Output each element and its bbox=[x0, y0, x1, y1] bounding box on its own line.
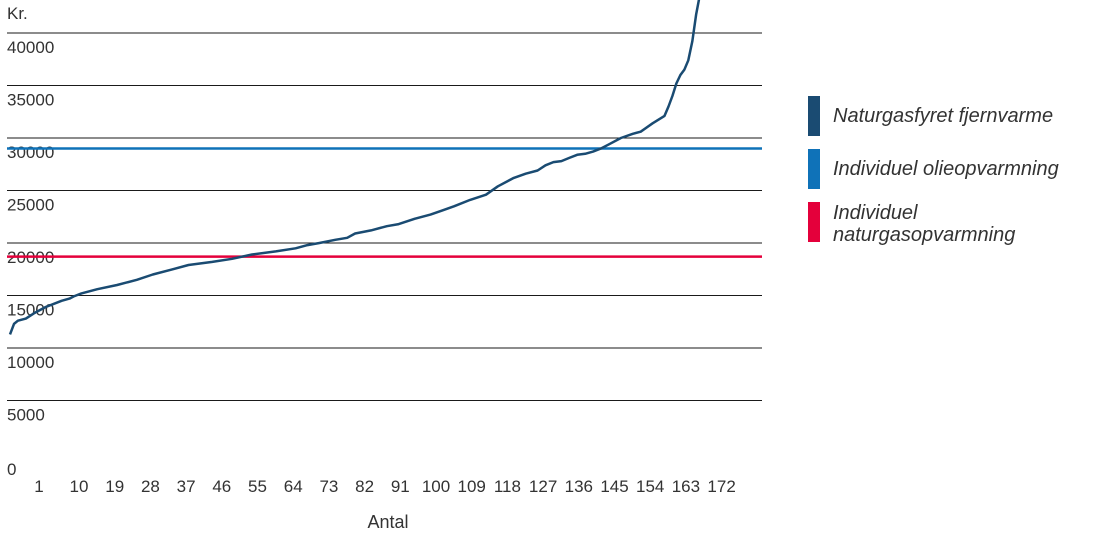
x-tick-label: 37 bbox=[177, 477, 196, 496]
y-axis-unit-label: Kr. bbox=[7, 4, 28, 23]
y-tick-label: 15000 bbox=[7, 301, 54, 320]
y-tick-label: 35000 bbox=[7, 91, 54, 110]
x-tick-label: 1 bbox=[34, 477, 43, 496]
legend-item-individuel-olieopvarmning: Individuel olieopvarmning bbox=[808, 149, 1059, 189]
x-tick-label: 118 bbox=[494, 477, 521, 496]
x-axis-label: Antal bbox=[367, 512, 408, 532]
y-tick-label: 10000 bbox=[7, 353, 54, 372]
x-tick-label: 136 bbox=[565, 477, 593, 496]
legend-label: Naturgasfyret fjernvarme bbox=[833, 105, 1054, 127]
x-tick-label: 100 bbox=[422, 477, 450, 496]
x-tick-label: 109 bbox=[458, 477, 486, 496]
x-tick-label: 154 bbox=[636, 477, 664, 496]
legend-label: Individuel naturgasopvarmning bbox=[833, 202, 1016, 246]
legend-swatch bbox=[808, 202, 820, 242]
x-tick-label: 55 bbox=[248, 477, 267, 496]
x-tick-label: 10 bbox=[70, 477, 89, 496]
legend-swatch bbox=[808, 96, 820, 136]
x-tick-label: 19 bbox=[105, 477, 124, 496]
x-tick-label: 127 bbox=[529, 477, 557, 496]
x-tick-label: 172 bbox=[707, 477, 735, 496]
y-tick-label: 0 bbox=[7, 460, 16, 479]
y-tick-label: 5000 bbox=[7, 406, 45, 425]
x-tick-label: 46 bbox=[212, 477, 231, 496]
legend-swatch bbox=[808, 149, 820, 189]
x-tick-label: 163 bbox=[672, 477, 700, 496]
legend: Naturgasfyret fjernvarme Individuel olie… bbox=[808, 0, 1108, 535]
x-tick-label: 73 bbox=[319, 477, 338, 496]
legend-item-naturgasfyret-fjernvarme: Naturgasfyret fjernvarme bbox=[808, 96, 1053, 136]
x-tick-label: 28 bbox=[141, 477, 160, 496]
series-line-naturgasfyret-fjernvarme bbox=[8, 0, 701, 335]
y-tick-label: 25000 bbox=[7, 196, 54, 215]
legend-label: Individuel olieopvarmning bbox=[833, 158, 1059, 180]
line-chart: Kr. 050001000015000200002500030000350004… bbox=[7, 0, 762, 532]
x-tick-label: 145 bbox=[600, 477, 628, 496]
x-tick-label: 91 bbox=[391, 477, 410, 496]
x-tick-label: 64 bbox=[284, 477, 303, 496]
y-tick-label: 40000 bbox=[7, 38, 54, 57]
y-tick-label: 30000 bbox=[7, 143, 54, 162]
x-tick-label: 82 bbox=[355, 477, 374, 496]
legend-item-individuel-naturgasopvarmning: Individuel naturgasopvarmning bbox=[808, 202, 1053, 246]
